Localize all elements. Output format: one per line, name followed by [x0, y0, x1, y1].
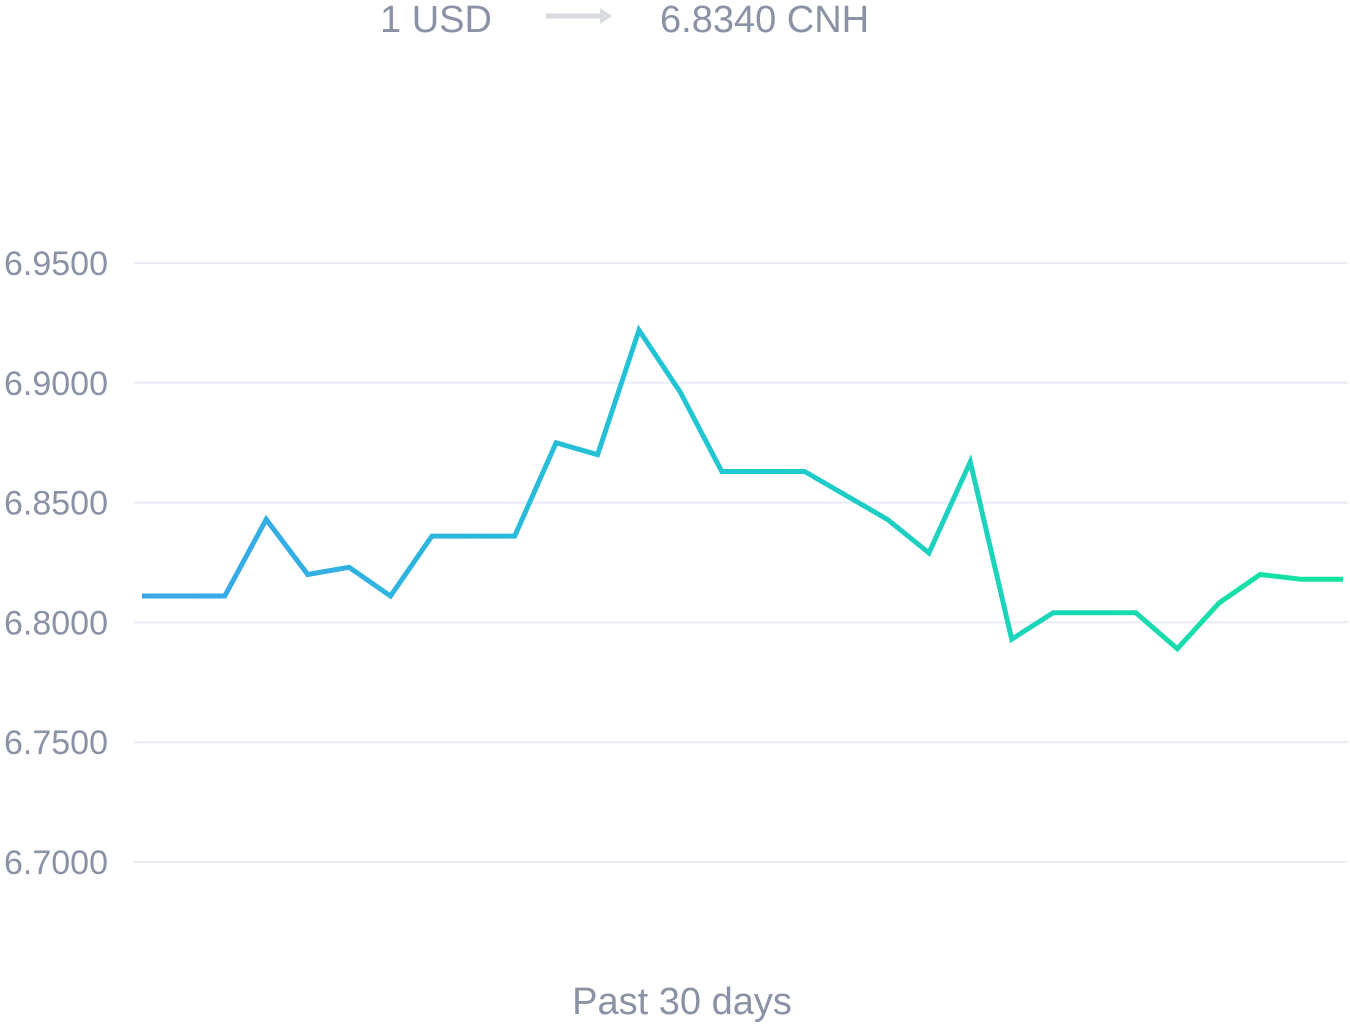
to-amount: 6.8340 CNH [660, 0, 870, 41]
y-tick-label: 6.8500 [4, 485, 108, 523]
y-tick-label: 6.9000 [4, 365, 108, 403]
y-tick-label: 6.8000 [4, 604, 108, 642]
arrow-right-icon [546, 8, 612, 24]
grid-lines [134, 262, 1348, 863]
y-tick-label: 6.7000 [4, 844, 108, 882]
from-amount: 1 USD [380, 0, 492, 41]
y-tick-label: 6.9500 [4, 245, 108, 283]
series-line [142, 324, 1343, 653]
y-tick-label: 6.7500 [4, 724, 108, 762]
rate-header: 1 USD 6.8340 CNH [0, 0, 1350, 44]
series-line-group [142, 324, 1343, 653]
period-label: Past 30 days [572, 981, 792, 1023]
y-axis-ticks: 6.9500 6.9000 6.8500 6.8000 6.7500 6.7000 [4, 245, 108, 882]
